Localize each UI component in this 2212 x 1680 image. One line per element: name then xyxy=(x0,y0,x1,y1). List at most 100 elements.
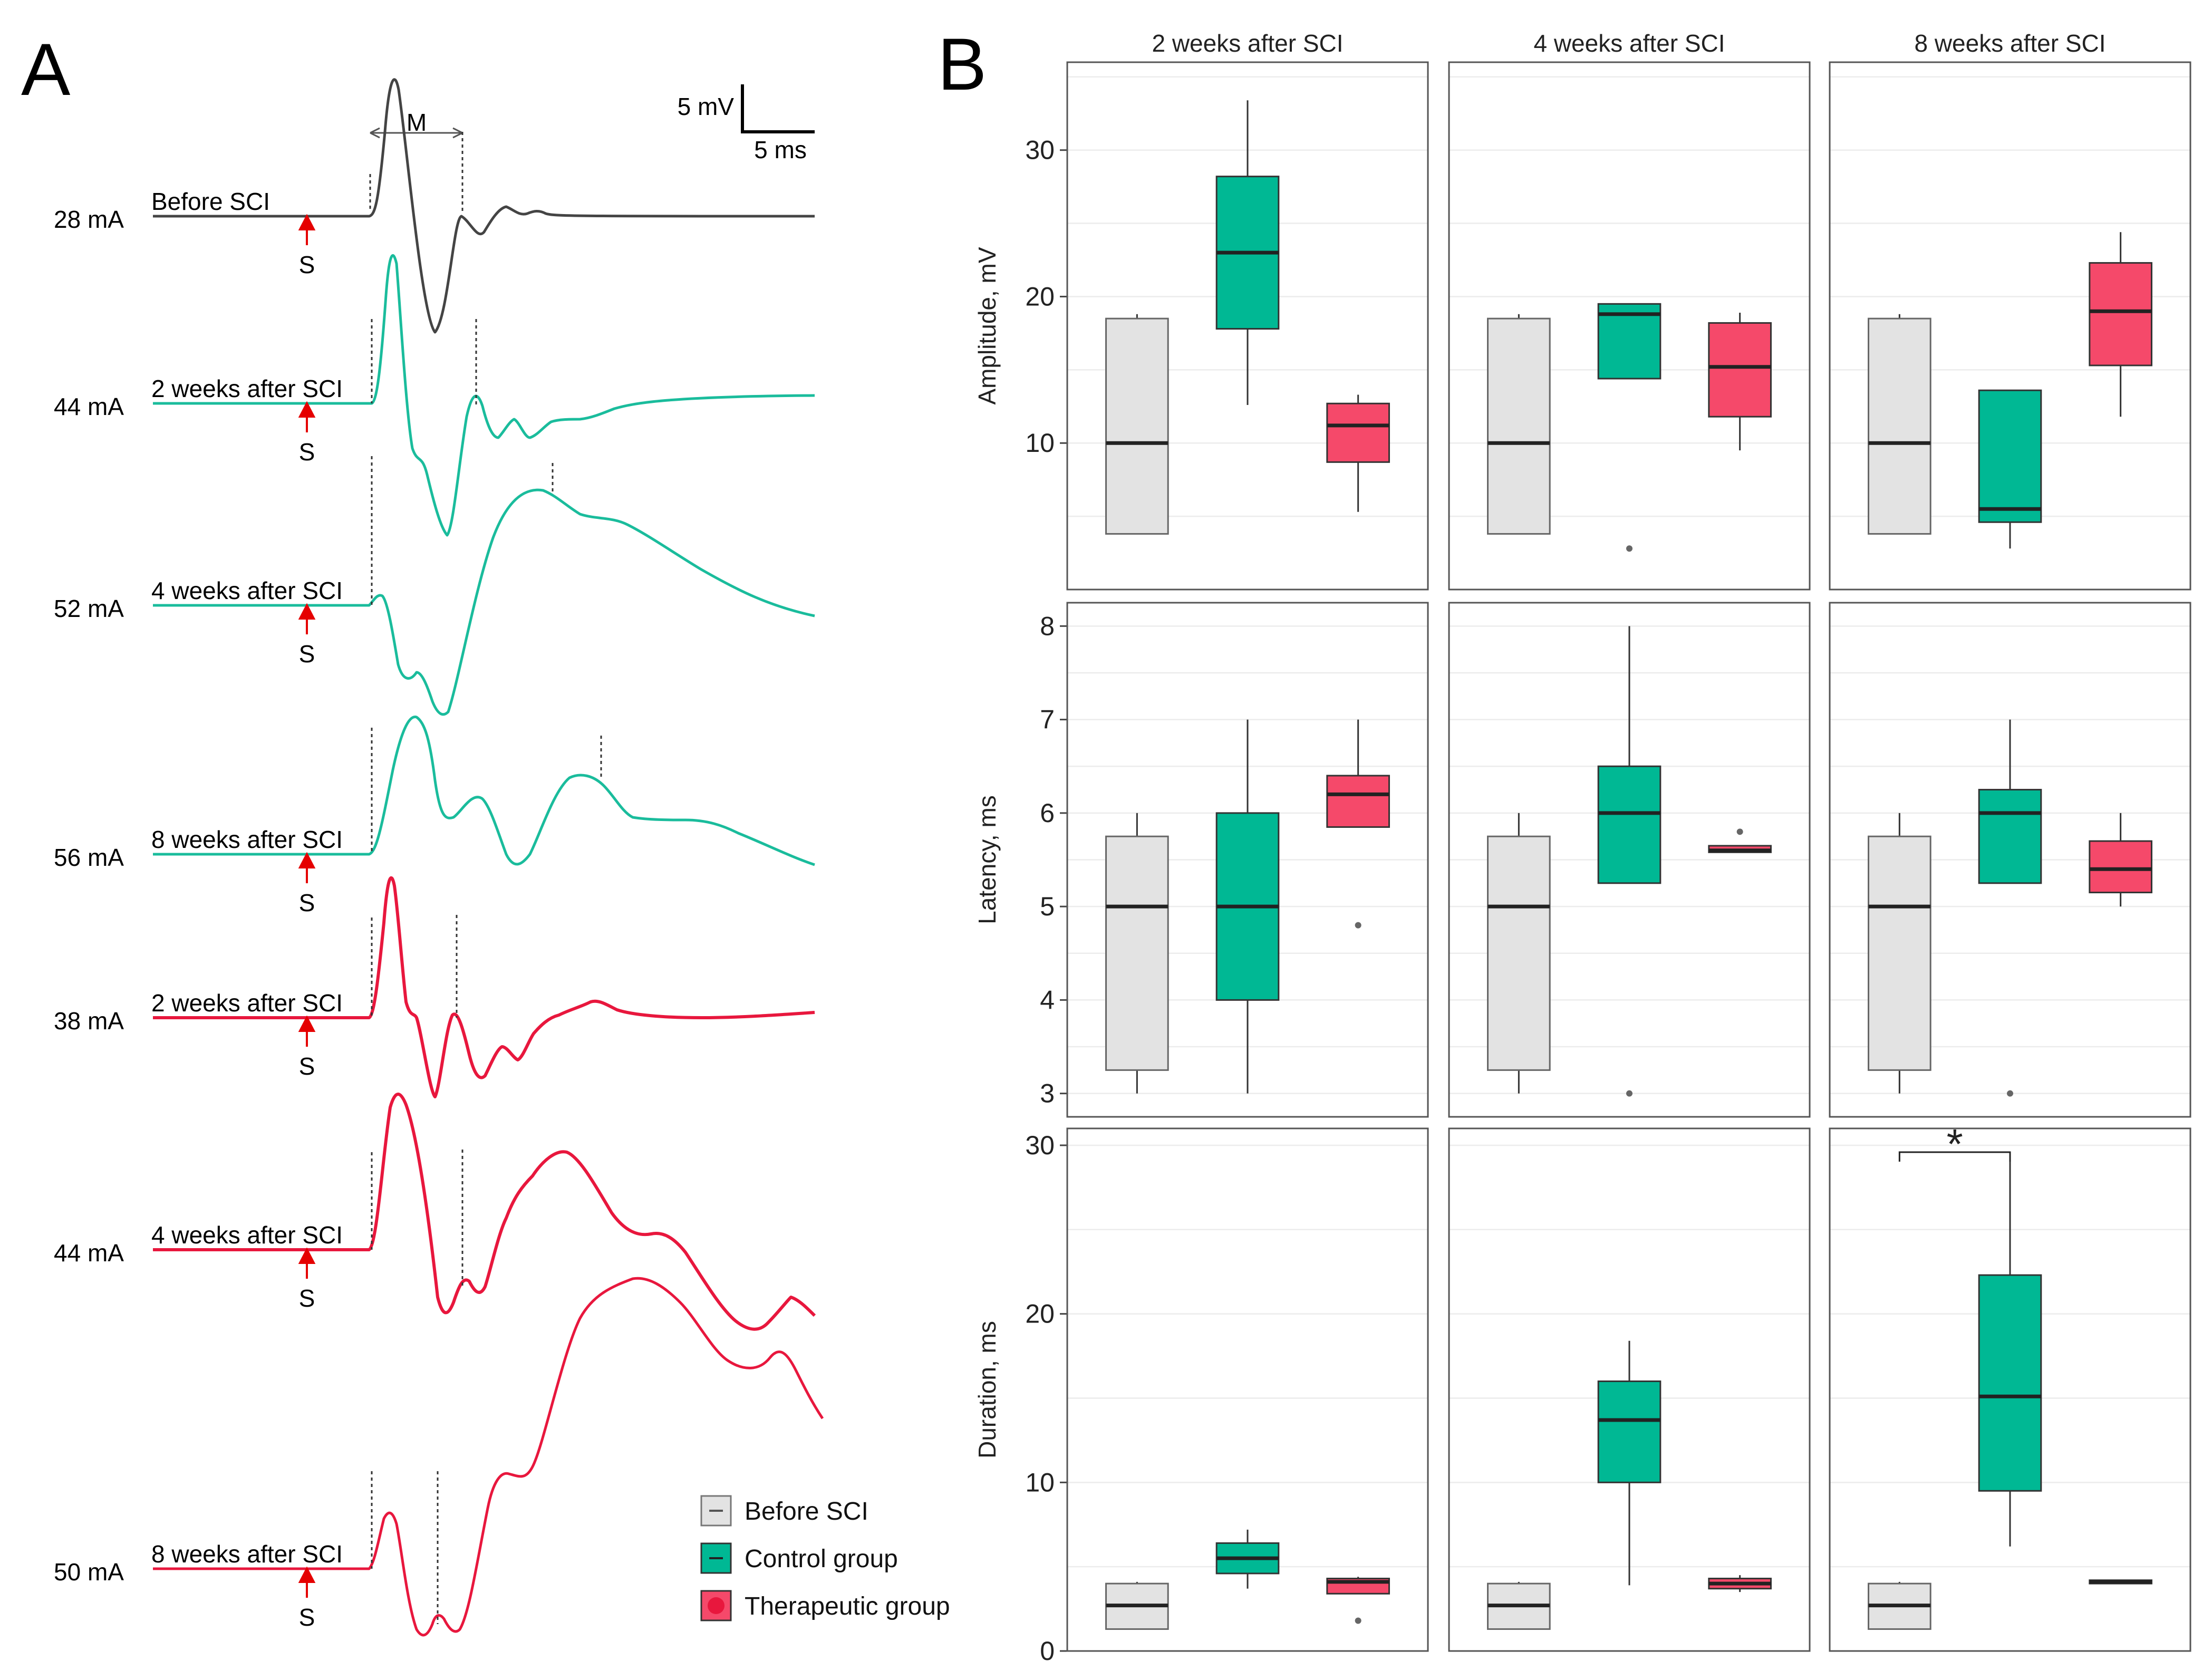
y-tick-label: 10 xyxy=(1025,428,1055,458)
box-therapeutic xyxy=(1708,313,1772,451)
box-control xyxy=(1215,719,1280,1094)
box-before xyxy=(1868,813,1931,1094)
y-axis-label: Duration, ms xyxy=(973,1321,1001,1459)
legend-item-therapeutic: Therapeutic group xyxy=(700,1590,950,1621)
box-therapeutic xyxy=(1326,394,1390,512)
box-before xyxy=(1487,1581,1551,1630)
box-iqr xyxy=(1105,835,1169,1071)
stim-label: S xyxy=(299,1053,315,1080)
stim-label: S xyxy=(299,438,315,466)
trace-row: 44 mA 2 weeks after SCI S xyxy=(54,254,815,537)
box-iqr xyxy=(1978,389,2042,523)
stimulus-arrow xyxy=(298,1247,316,1279)
panel-border xyxy=(1448,1127,1811,1652)
box-before xyxy=(1868,1581,1931,1630)
box-therapeutic xyxy=(2089,1579,2152,1585)
trace-line xyxy=(153,254,815,537)
legend-item-before: Before SCI xyxy=(700,1495,868,1527)
box-iqr xyxy=(1105,317,1169,535)
trace-row: 44 mA 4 weeks after SCI S xyxy=(54,1093,816,1331)
facet-strip-label: 4 weeks after SCI xyxy=(1533,30,1725,57)
box-before xyxy=(1105,1581,1169,1630)
legend-label: Before SCI xyxy=(745,1498,868,1525)
box-before xyxy=(1105,314,1169,535)
trace-label: 4 weeks after SCI xyxy=(151,1221,343,1249)
trace-line xyxy=(153,876,815,1098)
outlier-point xyxy=(1626,545,1633,552)
scale-bar-time: 5 ms xyxy=(754,136,807,163)
facet-panel xyxy=(1448,61,1811,591)
facet-panel xyxy=(1448,602,1811,1118)
panel-border xyxy=(1829,61,2191,591)
y-axis-label: Amplitude, mV xyxy=(973,247,1001,404)
panel-border xyxy=(1066,61,1429,591)
y-axis-label: Latency, ms xyxy=(973,795,1001,924)
scale-bar-voltage: 5 mV xyxy=(678,93,735,120)
stim-label: S xyxy=(299,1604,315,1631)
box-before xyxy=(1105,813,1169,1094)
stim-current: 52 mA xyxy=(54,595,124,622)
facet-panel xyxy=(1066,61,1429,591)
box-iqr xyxy=(1326,775,1390,828)
trace-label: 8 weeks after SCI xyxy=(151,1540,343,1568)
stimulus-arrow xyxy=(298,1015,316,1047)
legend: Before SCI Control group Therapeutic gro… xyxy=(700,1495,950,1621)
y-tick-label: 0 xyxy=(1040,1636,1055,1666)
y-tick-label: 5 xyxy=(1040,892,1055,921)
panel-border xyxy=(1066,1127,1429,1652)
panel-border xyxy=(1829,602,2191,1118)
y-tick-label: 3 xyxy=(1040,1079,1055,1108)
box-iqr xyxy=(1978,789,2042,884)
stim-label: S xyxy=(299,889,315,916)
stimulus-arrow xyxy=(298,214,316,245)
facet-strip-label: 2 weeks after SCI xyxy=(1152,30,1343,57)
significance-star: * xyxy=(1947,1121,1963,1167)
legend-item-control: Control group xyxy=(700,1542,898,1574)
box-control xyxy=(1978,1152,2042,1547)
box-iqr xyxy=(1978,1274,2042,1492)
trace-line xyxy=(153,1277,824,1637)
y-tick-label: 10 xyxy=(1025,1467,1055,1497)
stim-current: 56 mA xyxy=(54,844,124,871)
box-iqr xyxy=(1597,303,1662,380)
box-control xyxy=(1597,626,1662,1097)
trace-line xyxy=(153,488,815,716)
box-iqr xyxy=(1708,322,1772,418)
facet-panel xyxy=(1829,61,2191,591)
box-therapeutic xyxy=(1708,828,1772,853)
box-iqr xyxy=(2089,262,2152,366)
panel-b-letter: B xyxy=(938,23,987,105)
y-tick-label: 20 xyxy=(1025,282,1055,311)
trace-label: 4 weeks after SCI xyxy=(151,577,343,604)
y-tick-label: 4 xyxy=(1040,985,1055,1015)
box-therapeutic xyxy=(1326,719,1390,929)
y-tick-label: 30 xyxy=(1025,1131,1055,1160)
trace-row: 56 mA 8 weeks after SCI S xyxy=(54,716,815,916)
box-iqr xyxy=(1868,317,1931,535)
legend-label: Therapeutic group xyxy=(745,1592,950,1620)
box-therapeutic xyxy=(2089,813,2152,907)
box-iqr xyxy=(1487,317,1551,535)
m-marker: M xyxy=(370,109,463,139)
trace-line xyxy=(153,78,815,334)
trace-row: 38 mA 2 weeks after SCI S xyxy=(54,876,815,1098)
m-label: M xyxy=(407,109,427,136)
significance-bracket xyxy=(1898,1151,2011,1162)
panel-border xyxy=(1066,602,1429,1118)
y-tick-label: 8 xyxy=(1040,611,1055,641)
outlier-point xyxy=(2007,1090,2013,1097)
outlier-point xyxy=(1355,922,1361,929)
box-therapeutic xyxy=(2089,232,2152,417)
trace-line xyxy=(153,716,815,866)
y-tick-label: 20 xyxy=(1025,1299,1055,1329)
trace-label: 8 weeks after SCI xyxy=(151,826,343,853)
box-before xyxy=(1868,314,1931,535)
stim-label: S xyxy=(299,1285,315,1312)
stim-label: S xyxy=(299,251,315,278)
box-control xyxy=(1597,1340,1662,1586)
box-before xyxy=(1487,813,1551,1094)
facet-panel xyxy=(1829,1127,2191,1652)
box-iqr xyxy=(1868,835,1931,1071)
